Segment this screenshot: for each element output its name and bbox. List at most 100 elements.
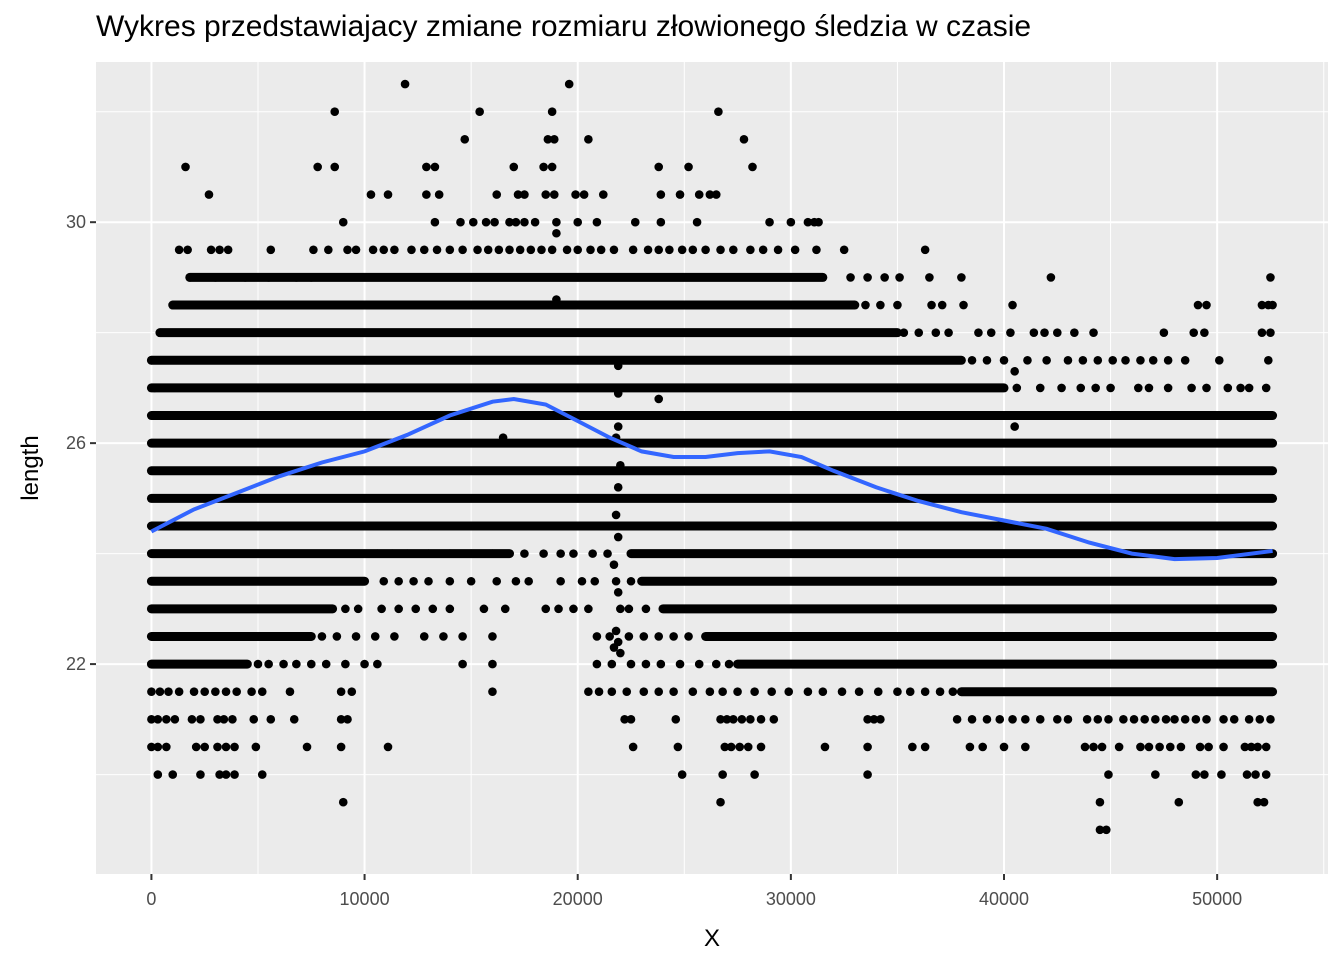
data-point [616, 460, 625, 470]
data-point [756, 715, 766, 724]
data-point [466, 549, 476, 558]
data-point [1021, 715, 1030, 724]
data-point [986, 328, 996, 337]
data-point [1191, 770, 1201, 779]
data-point [379, 245, 389, 255]
data-point [541, 190, 551, 199]
data-point [750, 687, 759, 697]
data-point [1148, 355, 1158, 365]
data-point [773, 245, 783, 255]
data-point [784, 687, 794, 697]
data-point [332, 632, 342, 641]
data-point [1070, 328, 1079, 337]
data-point [937, 300, 947, 310]
data-point [336, 742, 346, 752]
data-point [669, 632, 678, 641]
chart-title: Wykres przedstawiajacy zmiane rozmiaru z… [96, 10, 1032, 43]
data-point [1129, 715, 1139, 724]
data-point [598, 190, 608, 199]
data-point [524, 576, 533, 586]
data-point [1180, 355, 1190, 365]
data-point [1257, 300, 1267, 310]
data-point [1144, 383, 1154, 393]
data-point [253, 659, 263, 669]
data-point [168, 300, 178, 310]
data-point [407, 245, 416, 255]
data-point [616, 648, 625, 658]
data-point [654, 245, 664, 255]
data-point [609, 245, 619, 255]
data-point [569, 604, 578, 614]
data-point [321, 659, 331, 669]
data-point [185, 273, 195, 282]
data-point [594, 687, 604, 697]
data-point [931, 328, 941, 337]
data-point [758, 245, 768, 255]
y-axis: 22 26 30 [66, 212, 96, 674]
data-point [1035, 715, 1045, 724]
data-point [1021, 742, 1030, 752]
x-tick-label: 0 [146, 889, 156, 909]
data-point [616, 604, 625, 614]
data-point [264, 273, 273, 282]
data-point [1114, 742, 1124, 752]
data-point [726, 742, 736, 752]
data-point [500, 604, 510, 614]
data-point [379, 576, 389, 586]
data-point [1095, 797, 1105, 807]
smooth-trend-line [150, 396, 1273, 562]
data-point [155, 328, 165, 337]
data-point [306, 273, 316, 282]
data-point [613, 587, 623, 597]
data-point [628, 245, 638, 255]
data-point [999, 355, 1009, 365]
data-point [424, 549, 433, 558]
data-point [1063, 355, 1073, 365]
data-point [336, 715, 346, 724]
x-tick-label: 40000 [979, 889, 1029, 909]
y-tick-label: 26 [66, 433, 86, 453]
data-point [411, 604, 421, 614]
data-point [743, 742, 753, 752]
data-point [309, 245, 318, 255]
data-point [626, 576, 636, 586]
data-point [863, 715, 872, 724]
data-point [249, 715, 259, 724]
data-point [390, 245, 399, 255]
data-point [174, 687, 184, 697]
data-point [292, 659, 301, 669]
data-point [656, 659, 666, 669]
data-point [1133, 383, 1143, 393]
data-point [767, 687, 776, 697]
data-point [1261, 770, 1271, 779]
data-point [458, 632, 467, 641]
data-point [1229, 715, 1239, 724]
data-point [153, 742, 163, 752]
length-level-bands [146, 272, 1278, 697]
data-point [803, 687, 813, 697]
data-point [914, 328, 924, 337]
data-point [607, 659, 617, 669]
data-point [313, 162, 322, 172]
data-point [1195, 742, 1205, 752]
data-point [400, 79, 410, 89]
data-point [769, 715, 779, 724]
data-point [456, 217, 465, 227]
data-point [639, 687, 649, 697]
data-point [383, 742, 393, 752]
data-point [596, 245, 606, 255]
data-point [982, 715, 992, 724]
data-point [1097, 742, 1107, 752]
data-point [564, 79, 574, 89]
data-point [458, 659, 467, 669]
data-point [1078, 355, 1088, 365]
data-point [200, 742, 210, 752]
data-point [671, 715, 681, 724]
data-point [368, 245, 378, 255]
data-point [1136, 355, 1145, 365]
data-point [611, 576, 621, 586]
data-point [317, 632, 327, 641]
data-point [765, 217, 774, 227]
data-point [215, 770, 224, 779]
data-point [908, 742, 917, 752]
